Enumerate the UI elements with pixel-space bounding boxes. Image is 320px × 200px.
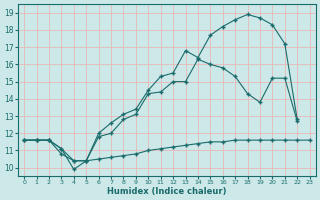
X-axis label: Humidex (Indice chaleur): Humidex (Indice chaleur) (107, 187, 227, 196)
